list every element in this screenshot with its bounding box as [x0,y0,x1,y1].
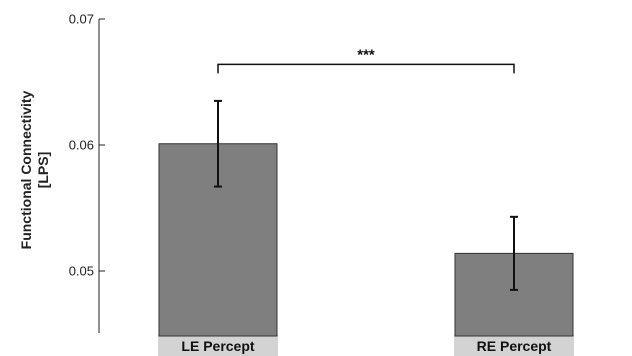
y-axis-unit-label: [LPS] [35,152,51,189]
category-label-background [158,334,278,356]
significance-bracket: *** [217,46,515,74]
category-label: RE Percept [477,338,552,354]
bars [158,143,574,337]
significance-label: *** [357,46,375,63]
y-axis-label: Functional Connectivity [18,90,34,249]
y-tick-label: 0.05 [69,264,94,279]
significance-bracket-line [217,63,515,74]
y-ticks: 0.05 0.06 0.07 [69,12,105,279]
category-label: LE Percept [181,338,254,354]
category-label-backgrounds [158,334,574,356]
y-tick-label: 0.07 [69,12,94,27]
y-tick-label: 0.06 [69,138,94,153]
error-bars [214,99,518,291]
category-label-background [454,334,574,356]
category-labels: LE Percept RE Percept [181,338,551,354]
